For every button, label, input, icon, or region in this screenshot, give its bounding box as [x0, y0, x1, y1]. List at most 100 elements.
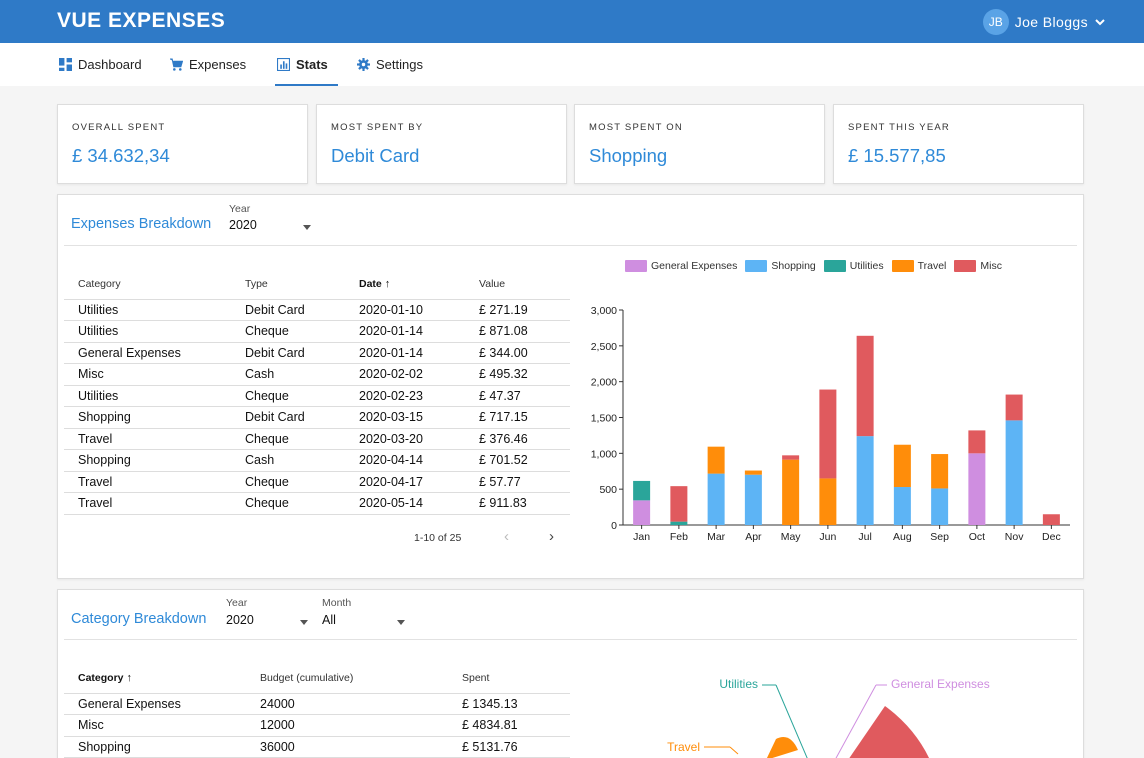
bar-segment-travel[interactable]	[893, 444, 911, 488]
expenses-table: Category Type Date ↑ Value Utilities Debit…	[64, 270, 570, 515]
chevron-down-icon	[1095, 19, 1105, 26]
bar-segment-shopping[interactable]	[893, 487, 911, 525]
column-header-spent[interactable]: Spent	[448, 664, 570, 694]
column-header-type[interactable]: Type	[231, 270, 345, 300]
bar-segment-travel[interactable]	[782, 459, 800, 525]
legend-item[interactable]: Misc	[954, 260, 1002, 272]
table-cell: Cheque	[231, 492, 345, 515]
year-select[interactable]: 2020	[229, 218, 257, 232]
table-row[interactable]: Travel Cheque 2020-05-14 £ 911.83	[64, 492, 570, 515]
legend-item[interactable]: Shopping	[745, 260, 816, 272]
table-cell: 24000	[246, 693, 448, 715]
table-row[interactable]: Misc 12000 £ 4834.81	[64, 714, 570, 737]
pie-slice-misc[interactable]	[848, 706, 930, 758]
nav-settings[interactable]: Settings	[357, 43, 423, 86]
sort-ascending-icon[interactable]: ↑	[126, 672, 133, 685]
bar-segment-misc[interactable]	[819, 389, 837, 479]
prev-page-button[interactable]: ‹	[504, 528, 509, 545]
x-tick-label: Jan	[633, 531, 650, 543]
nav-stats[interactable]: Stats	[275, 43, 338, 86]
app-title[interactable]: VUE EXPENSES	[57, 9, 226, 32]
table-cell: Utilities	[64, 299, 231, 321]
table-row[interactable]: Shopping Cash 2020-04-14 £ 701.52	[64, 449, 570, 472]
bar-segment-misc[interactable]	[856, 335, 874, 437]
x-tick-label: Mar	[707, 531, 726, 543]
table-row[interactable]: Travel Cheque 2020-03-20 £ 376.46	[64, 428, 570, 450]
nav-expenses[interactable]: Expenses	[170, 43, 246, 86]
bar-segment-misc[interactable]	[782, 455, 800, 460]
bar-segment-shopping[interactable]	[707, 473, 725, 525]
column-header-category[interactable]: Category	[64, 270, 231, 300]
dashboard-icon	[59, 58, 72, 71]
table-row[interactable]: General Expenses Debit Card 2020-01-14 £ 34…	[64, 342, 570, 364]
y-tick-label: 2,000	[591, 377, 617, 389]
table-row[interactable]: Utilities Cheque 2020-02-23 £ 47.37	[64, 385, 570, 407]
table-cell: Shopping	[64, 736, 246, 758]
table-row[interactable]: Utilities Debit Card 2020-01-10 £ 271.19	[64, 299, 570, 321]
legend-label: General Expenses	[651, 260, 738, 272]
legend-item[interactable]: General Expenses	[625, 260, 737, 272]
legend-label: Utilities	[849, 260, 884, 272]
stat-label: MOST SPENT BY	[331, 122, 424, 133]
table-cell: £ 376.46	[465, 428, 570, 450]
table-cell: £ 271.19	[465, 299, 570, 321]
month-select[interactable]: All	[322, 613, 336, 627]
bar-segment-utilities[interactable]	[633, 480, 651, 501]
bar-segment-utilities[interactable]	[670, 521, 688, 525]
table-row[interactable]: Shopping 36000 £ 5131.76	[64, 736, 570, 758]
bar-segment-travel[interactable]	[931, 454, 949, 489]
year-select[interactable]: 2020	[226, 613, 254, 627]
table-row[interactable]: Shopping Debit Card 2020-03-15 £ 717.15	[64, 406, 570, 429]
y-tick-label: 0	[611, 520, 617, 532]
table-cell: 2020-03-15	[345, 406, 465, 429]
category-table: Category ↑ Budget (cumulative) Spent Gene…	[64, 664, 570, 758]
table-cell: £ 717.15	[465, 406, 570, 429]
bar-segment-travel[interactable]	[707, 446, 725, 474]
y-tick-label: 3,000	[591, 305, 617, 317]
table-row[interactable]: General Expenses 24000 £ 1345.13	[64, 693, 570, 715]
table-cell: £ 701.52	[465, 449, 570, 472]
column-header-budget[interactable]: Budget (cumulative)	[246, 664, 448, 694]
bar-segment-shopping[interactable]	[744, 474, 762, 525]
nav-dashboard[interactable]: Dashboard	[59, 43, 142, 86]
bar-segment-travel[interactable]	[819, 478, 837, 525]
legend-item[interactable]: Utilities	[823, 260, 884, 272]
bar-segment-general-expenses[interactable]	[968, 453, 986, 525]
nav-label: Settings	[376, 57, 423, 72]
table-row[interactable]: Travel Cheque 2020-04-17 £ 57.77	[64, 471, 570, 493]
pie-label-utilities: Utilities	[719, 677, 758, 691]
x-tick-label: Jul	[858, 531, 871, 543]
table-header-row: Category Type Date ↑ Value	[64, 270, 570, 300]
user-menu[interactable]: JB Joe Bloggs	[982, 9, 1106, 35]
bar-segment-shopping[interactable]	[1005, 420, 1023, 525]
legend-item[interactable]: Travel	[891, 260, 946, 272]
table-cell: Travel	[64, 428, 231, 450]
bar-segment-shopping[interactable]	[931, 488, 949, 525]
table-cell: Debit Card	[231, 342, 345, 364]
column-header-value[interactable]: Value	[465, 270, 570, 300]
legend-label: Shopping	[771, 260, 816, 272]
dropdown-arrow-icon[interactable]	[303, 225, 311, 230]
bar-segment-travel[interactable]	[744, 470, 762, 475]
x-tick-label: Apr	[745, 531, 762, 543]
table-cell: Utilities	[64, 385, 231, 407]
bar-segment-misc[interactable]	[670, 486, 688, 522]
dropdown-arrow-icon[interactable]	[300, 620, 308, 625]
x-tick-label: Sep	[930, 531, 949, 543]
bar-segment-misc[interactable]	[1042, 514, 1060, 525]
table-cell: Shopping	[64, 406, 231, 429]
bar-segment-misc[interactable]	[968, 430, 986, 454]
table-cell: Utilities	[64, 320, 231, 343]
table-cell: General Expenses	[64, 342, 231, 364]
column-header-category[interactable]: Category ↑	[64, 664, 246, 694]
bar-segment-misc[interactable]	[1005, 394, 1023, 421]
dropdown-arrow-icon[interactable]	[397, 620, 405, 625]
column-header-date[interactable]: Date ↑	[345, 270, 465, 300]
table-row[interactable]: Misc Cash 2020-02-02 £ 495.32	[64, 363, 570, 386]
next-page-button[interactable]: ›	[549, 528, 554, 545]
table-row[interactable]: Utilities Cheque 2020-01-14 £ 871.08	[64, 320, 570, 343]
pie-slice-travel[interactable]	[766, 737, 798, 758]
bar-segment-general-expenses[interactable]	[633, 500, 651, 525]
bar-segment-shopping[interactable]	[856, 436, 874, 525]
sort-ascending-icon[interactable]: ↑	[384, 278, 391, 291]
